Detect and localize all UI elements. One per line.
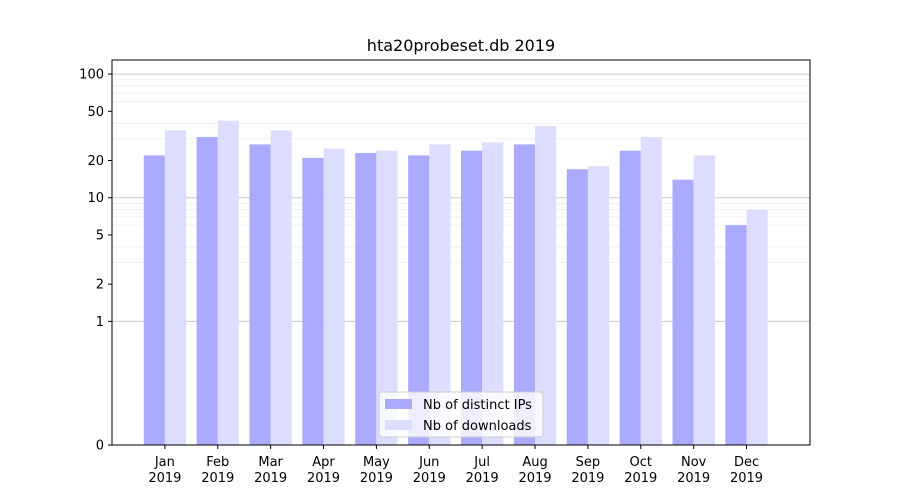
bar-downloads (587, 166, 610, 445)
x-tick-label-year: 2019 (413, 471, 446, 486)
bar-downloads (376, 150, 398, 445)
y-tick-label: 5 (96, 228, 104, 243)
x-tick-label-month: Oct (630, 455, 652, 470)
bar-distinct-ips (143, 155, 165, 445)
x-tick-label-month: Jun (418, 455, 439, 470)
x-tick-label-month: Jul (473, 455, 490, 470)
bar-downloads (270, 130, 292, 445)
y-tick-label: 2 (96, 278, 104, 293)
y-tick-label: 10 (87, 191, 104, 206)
bar-distinct-ips (672, 179, 694, 446)
bar-distinct-ips (302, 157, 324, 446)
bar-distinct-ips (725, 225, 747, 445)
legend-label: Nb of downloads (423, 419, 532, 434)
legend-label: Nb of distinct IPs (423, 398, 532, 413)
x-tick-label-year: 2019 (466, 471, 499, 486)
x-tick-label-month: Apr (312, 455, 335, 470)
x-tick-label-year: 2019 (730, 471, 763, 486)
x-tick-label-year: 2019 (624, 471, 657, 486)
bar-distinct-ips (408, 155, 430, 445)
x-tick-label-year: 2019 (677, 471, 710, 486)
bar-downloads (217, 120, 239, 446)
bar-downloads (164, 130, 187, 445)
bar-distinct-ips (513, 144, 536, 445)
bar-distinct-ips (461, 150, 483, 445)
x-tick-label-month: Nov (681, 455, 707, 470)
bar-downloads (429, 144, 451, 445)
x-tick-label-month: Aug (522, 455, 547, 470)
x-tick-label-month: May (363, 455, 390, 470)
y-axis: 0 1 2 5 10 20 50 100 (79, 68, 112, 454)
legend: Nb of distinct IPs Nb of downloads (378, 391, 544, 438)
x-tick-label-month: Feb (206, 455, 229, 470)
y-tick-label: 100 (79, 68, 104, 83)
bar-downloads (535, 126, 557, 445)
bar-downloads (482, 142, 504, 445)
bar-distinct-ips (619, 150, 641, 445)
x-tick-label-year: 2019 (148, 471, 181, 486)
legend-box (378, 391, 544, 438)
bar-downloads (746, 209, 768, 445)
bar-downloads (323, 148, 345, 445)
x-tick-label-month: Jan (154, 455, 175, 470)
bar-distinct-ips (196, 136, 218, 445)
bar-distinct-ips (355, 153, 377, 445)
x-tick-label-year: 2019 (201, 471, 234, 486)
legend-swatch (385, 399, 412, 409)
x-tick-label-month: Mar (258, 455, 283, 470)
bars (143, 120, 768, 446)
x-tick-label-year: 2019 (518, 471, 551, 486)
bar-downloads (640, 136, 662, 445)
chart-title: hta20probeset.db 2019 (367, 36, 555, 55)
y-tick-label: 50 (87, 105, 104, 120)
x-tick-label-year: 2019 (307, 471, 340, 486)
bar-distinct-ips (249, 144, 271, 445)
legend-swatch (385, 420, 412, 430)
y-tick-label: 0 (96, 439, 104, 454)
x-tick-label-month: Dec (734, 455, 759, 470)
x-tick-label-year: 2019 (254, 471, 287, 486)
plot-frame (111, 59, 811, 446)
bar-downloads (693, 155, 715, 445)
bar-distinct-ips (566, 169, 588, 445)
y-tick-label: 20 (87, 154, 104, 169)
x-tick-label-month: Sep (576, 455, 601, 470)
x-tick-label-year: 2019 (360, 471, 393, 486)
x-tick-label-year: 2019 (571, 471, 604, 486)
x-axis: Jan2019Feb2019Mar2019Apr2019May2019Jun20… (148, 445, 763, 486)
y-tick-label: 1 (96, 315, 104, 330)
